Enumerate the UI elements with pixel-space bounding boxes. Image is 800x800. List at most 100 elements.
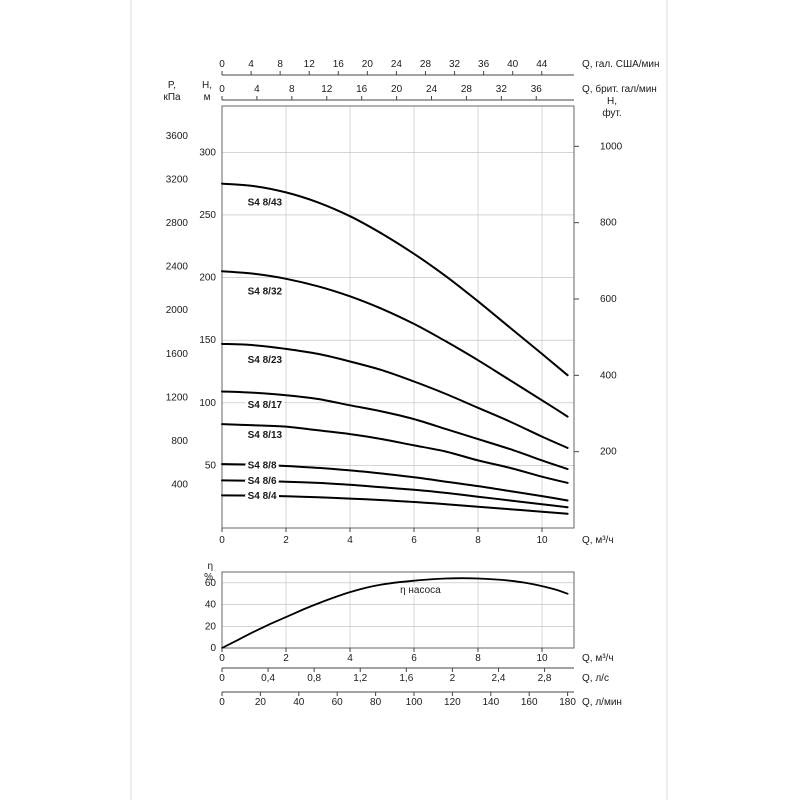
tick-label: 180: [559, 697, 576, 708]
axis-q-m3h-main: 0 2 4 6 8 10 Q, м³/ч: [219, 528, 614, 546]
tick-label: 16: [333, 59, 345, 70]
axis-unit-label: Q, л/с: [582, 673, 609, 684]
curve-s4-8-8: [221, 463, 569, 502]
tick-label: 250: [199, 210, 216, 221]
axis-q-lmin: 0 20 40 60 80 100 120 140 160 180 Q, л/мин: [219, 691, 622, 708]
tick-label: 0: [219, 697, 225, 708]
tick-label: 0: [219, 653, 225, 664]
tick-label: 50: [205, 460, 217, 471]
tick-label: 150: [199, 335, 216, 346]
main-plot-border: [221, 105, 575, 529]
tick-label: 0: [219, 673, 225, 684]
axis-unit-label: Q, л/мин: [582, 697, 622, 708]
tick-label: 2: [283, 653, 289, 664]
tick-label: 1200: [166, 392, 189, 403]
axis-unit-label: Q, брит. гал/мин: [582, 83, 657, 95]
tick-label: 1000: [600, 141, 623, 152]
curve-s4-8-23: [221, 342, 569, 449]
tick-label: 40: [293, 697, 305, 708]
tick-label: 2,8: [538, 673, 552, 684]
axis-unit-label: %: [204, 572, 213, 583]
axis-h-m: 50 100 150 200 250 300 H,м: [199, 80, 216, 471]
curve-label-s4-8-8: S4 8/8: [248, 460, 277, 471]
tick-label: 8: [475, 535, 481, 546]
curve-label-s4-8-23: S4 8/23: [248, 355, 283, 366]
axis-unit-label: η: [207, 561, 213, 572]
tick-label: 12: [321, 84, 333, 95]
tick-label: 300: [199, 147, 216, 158]
axis-unit-label: H,: [202, 80, 212, 91]
axis-uk-gal: 0 4 8 12 16 20 24 28 32 36 Q, брит. гал/мин: [219, 83, 657, 101]
axis-unit-label: м: [204, 92, 211, 103]
tick-label: 20: [255, 697, 267, 708]
curve-label-s4-8-13: S4 8/13: [248, 430, 283, 441]
tick-label: 8: [289, 84, 295, 95]
tick-label: 2400: [166, 262, 189, 273]
tick-label: 4: [347, 653, 353, 664]
axis-eta: 0 20 40 60 η%: [204, 561, 216, 654]
tick-label: 2: [283, 535, 289, 546]
tick-label: 800: [171, 436, 188, 447]
tick-label: 20: [391, 84, 403, 95]
tick-label: 40: [507, 59, 519, 70]
tick-label: 24: [391, 59, 403, 70]
tick-label: 200: [199, 273, 216, 284]
tick-label: 400: [600, 370, 617, 381]
efficiency-plot-border: [221, 571, 575, 649]
curve-s4-8-43: [221, 182, 569, 377]
curve-s4-8-17: [221, 390, 569, 471]
axis-h-ft: 200 400 600 800 1000 H,фут.: [574, 96, 623, 458]
tick-label: 3600: [166, 131, 189, 142]
tick-label: 4: [254, 84, 260, 95]
tick-label: 2,4: [492, 673, 506, 684]
tick-label: 6: [411, 653, 417, 664]
tick-label: 4: [248, 59, 254, 70]
axis-unit-label: Q, м³/ч: [582, 535, 614, 546]
tick-label: 0: [210, 643, 216, 654]
curve-s4-8-32: [221, 270, 569, 418]
tick-label: 160: [521, 697, 538, 708]
tick-label: 16: [356, 84, 368, 95]
tick-label: 28: [420, 59, 432, 70]
axis-unit-label: Q, м³/ч: [582, 653, 614, 664]
tick-label: 2800: [166, 218, 189, 229]
tick-label: 60: [205, 578, 217, 589]
tick-label: 6: [411, 535, 417, 546]
tick-label: 24: [426, 84, 438, 95]
tick-label: 32: [496, 84, 508, 95]
tick-label: 3200: [166, 175, 189, 186]
axis-unit-label: фут.: [602, 107, 621, 119]
curve-s4-8-6: [221, 479, 569, 509]
tick-label: 10: [536, 653, 548, 664]
tick-label: 0: [219, 84, 225, 95]
tick-label: 60: [332, 697, 344, 708]
tick-label: 100: [406, 697, 423, 708]
axis-unit-label: кПа: [163, 92, 181, 103]
tick-label: 140: [482, 697, 499, 708]
curve-label-s4-8-32: S4 8/32: [248, 286, 283, 297]
tick-label: 1,2: [353, 673, 367, 684]
tick-label: 28: [461, 84, 473, 95]
tick-label: 8: [277, 59, 283, 70]
tick-label: 2: [450, 673, 456, 684]
axis-unit-label: P,: [168, 80, 176, 91]
tick-label: 100: [199, 398, 216, 409]
efficiency-chart-grid: [221, 571, 575, 649]
axis-unit-label: H,: [607, 96, 617, 107]
tick-label: 2000: [166, 305, 189, 316]
curve-label-s4-8-43: S4 8/43: [248, 197, 283, 208]
tick-label: 32: [449, 59, 461, 70]
tick-label: 36: [478, 59, 490, 70]
tick-label: 120: [444, 697, 461, 708]
curve-s4-8-4: [221, 494, 569, 515]
axis-q-ls: 0 0,4 0,8 1,2 1,6 2 2,4 2,8 Q, л/с: [219, 667, 609, 684]
curve-label-s4-8-6: S4 8/6: [248, 476, 277, 487]
axis-q-m3h-efficiency: 0 2 4 6 8 10 Q, м³/ч: [219, 648, 614, 664]
tick-label: 0: [219, 535, 225, 546]
tick-label: 40: [205, 600, 217, 611]
tick-label: 44: [536, 59, 548, 70]
tick-label: 400: [171, 479, 188, 490]
tick-label: 200: [600, 447, 617, 458]
